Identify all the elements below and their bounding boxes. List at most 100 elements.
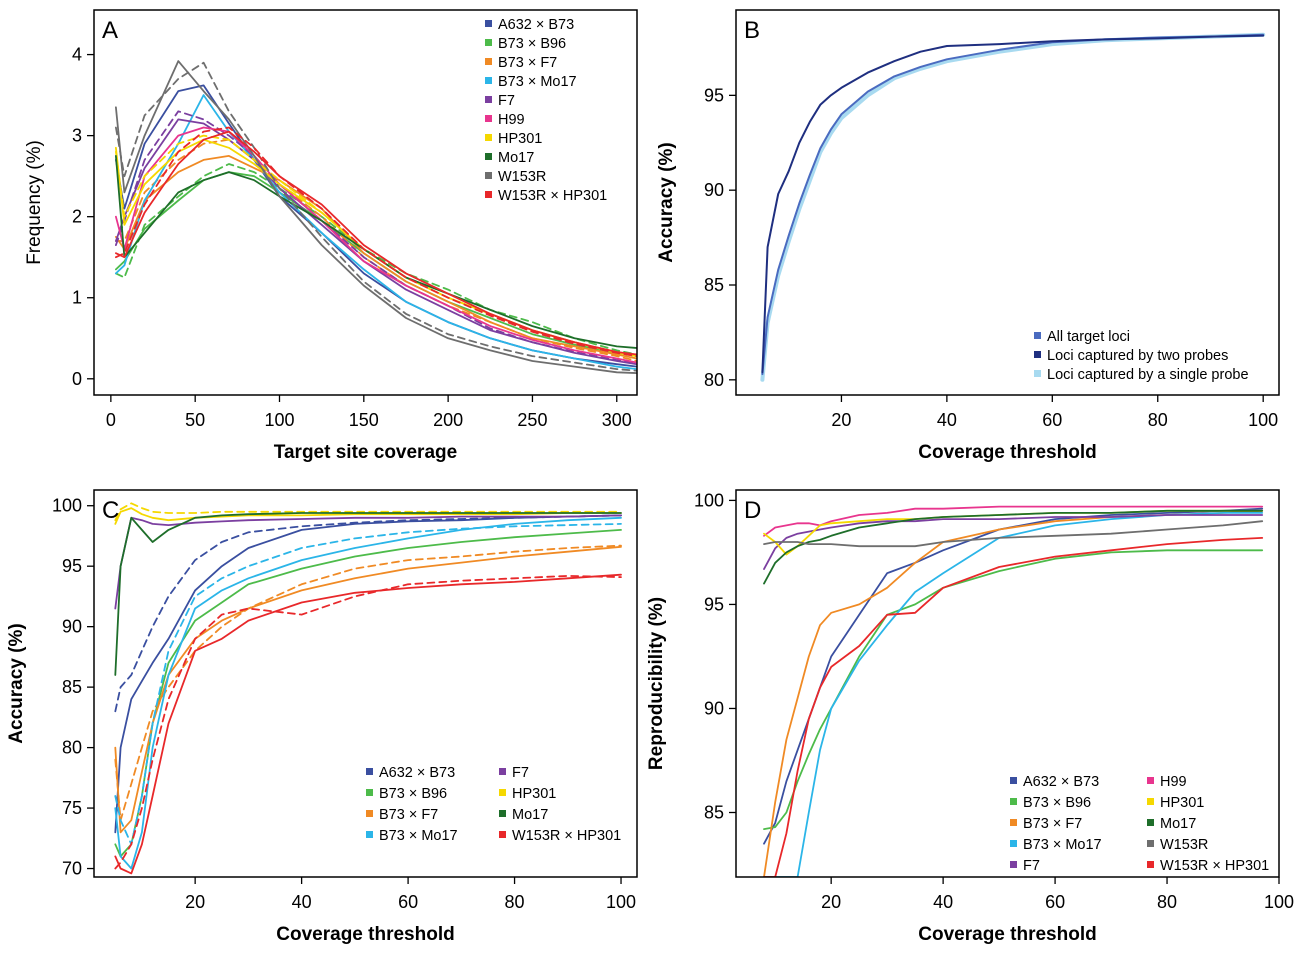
legend-swatch <box>1034 351 1041 358</box>
legend-swatch <box>1147 777 1154 784</box>
panel-A: A 0 50 100 150 200 250 300 0 1 2 3 4 Target site cove… <box>24 9 638 463</box>
legend-label: H99 <box>1160 774 1187 790</box>
legend-label: B73 × B96 <box>379 786 447 802</box>
panel-letter: B <box>744 17 760 44</box>
legend-swatch <box>485 39 492 46</box>
x-tick-label: 20 <box>821 892 841 912</box>
series-line-b73xf7-dashed <box>114 544 622 822</box>
panel-letter: A <box>102 17 118 44</box>
legend-label: All target loci <box>1047 329 1130 345</box>
legend-label: HP301 <box>1160 795 1204 811</box>
legend-label: Loci captured by two probes <box>1047 348 1228 364</box>
y-tick-label: 95 <box>704 85 724 105</box>
legend-swatch <box>1034 370 1041 377</box>
legend-label: B73 × Mo17 <box>1023 837 1102 853</box>
plot-frame <box>735 9 1280 396</box>
series-line-mo17 <box>114 512 622 676</box>
legend-label: F7 <box>1023 858 1040 874</box>
x-tick-label: 40 <box>937 410 957 430</box>
y-tick-label: 85 <box>62 677 82 697</box>
x-axis-title: Target site coverage <box>274 442 457 463</box>
legend-swatch <box>1010 777 1017 784</box>
series-line-w153r <box>115 60 637 374</box>
legend-label: B73 × F7 <box>379 807 438 823</box>
legend-swatch <box>366 789 373 796</box>
series-group <box>760 32 1266 382</box>
x-tick-label: 0 <box>106 410 116 430</box>
series-line-b73xmo17-dashed <box>114 523 622 846</box>
y-tick-label: 90 <box>62 617 82 637</box>
y-tick-label: 85 <box>704 275 724 295</box>
y-tick-label: 70 <box>62 859 82 879</box>
legend-swatch <box>499 810 506 817</box>
y-axis-title: Frequency (%) <box>24 140 45 265</box>
y-axis-title: Accuracy (%) <box>656 142 677 262</box>
series-line-w153rxhp301-dashed <box>114 575 622 870</box>
legend-swatch <box>1010 861 1017 868</box>
series-line-hp301-dashed <box>114 502 622 522</box>
series-line-a632xb73-dashed <box>114 514 622 713</box>
legend-swatch <box>485 153 492 160</box>
series-line-all_loci <box>761 33 1265 376</box>
plot-frame <box>93 9 638 396</box>
legend-label: W153R <box>498 169 546 185</box>
legend-swatch <box>1147 840 1154 847</box>
x-tick-label: 60 <box>398 892 418 912</box>
legend-swatch <box>499 768 506 775</box>
series-line-f7 <box>115 118 637 366</box>
legend-swatch <box>1034 332 1041 339</box>
legend: All target loci Loci captured by two prob… <box>1034 329 1249 383</box>
legend: A632 × B73 B73 × B96 B73 × F7 B73 × Mo17 F7 H… <box>485 17 607 204</box>
y-tick-label: 3 <box>72 126 82 146</box>
legend-label: F7 <box>498 93 515 109</box>
legend-label: H99 <box>498 112 525 128</box>
y-tick-label: 80 <box>62 738 82 758</box>
legend-label: W153R <box>1160 837 1208 853</box>
series-line-f7 <box>763 514 1264 570</box>
y-tick-label: 1 <box>72 288 82 308</box>
legend-swatch <box>485 191 492 198</box>
panel-C: C 20 40 60 80 100 70 75 80 85 90 95 100 Coverage thre… <box>6 489 638 945</box>
y-tick-label: 90 <box>704 180 724 200</box>
x-tick-label: 100 <box>1264 892 1294 912</box>
y-tick-label: 95 <box>62 556 82 576</box>
series-line-w153r-dashed <box>115 61 637 372</box>
x-tick-label: 100 <box>606 892 636 912</box>
x-tick-label: 40 <box>292 892 312 912</box>
x-tick-label: 300 <box>602 410 632 430</box>
series-line-a632xb73 <box>114 514 622 834</box>
legend-label: B73 × B96 <box>498 36 566 52</box>
y-tick-label: 80 <box>704 370 724 390</box>
legend-label: Mo17 <box>498 150 534 166</box>
legend-swatch <box>485 134 492 141</box>
y-tick-label: 100 <box>694 490 724 510</box>
legend-label: A632 × B73 <box>498 17 574 33</box>
legend-swatch <box>499 831 506 838</box>
y-tick-label: 0 <box>72 369 82 389</box>
series-line-two_probes <box>761 34 1265 374</box>
legend-swatch <box>366 810 373 817</box>
y-tick-label: 95 <box>704 594 724 614</box>
series-line-w153rxhp301-dashed <box>115 126 637 357</box>
x-tick-label: 150 <box>349 410 379 430</box>
x-tick-label: 60 <box>1042 410 1062 430</box>
legend-swatch <box>366 768 373 775</box>
legend-swatch <box>366 831 373 838</box>
legend-label: B73 × F7 <box>498 55 557 71</box>
legend-label: Loci captured by a single probe <box>1047 367 1249 383</box>
series-line-mo17 <box>763 509 1264 585</box>
series-line-b73xf7-dashed <box>115 138 637 362</box>
plot-frame <box>735 489 1280 878</box>
series-line-single_probe <box>760 32 1266 382</box>
series-line-w153r <box>763 520 1264 548</box>
legend-swatch <box>1010 840 1017 847</box>
panel-letter: C <box>102 497 119 524</box>
legend-label: B73 × Mo17 <box>379 828 458 844</box>
series-line-w153rxhp301 <box>115 130 637 356</box>
series-line-a632xb73 <box>763 507 1264 845</box>
x-tick-label: 100 <box>264 410 294 430</box>
y-tick-label: 4 <box>72 45 82 65</box>
panel-D: D 20 40 60 80 100 85 90 95 100 Coverage threshold R… <box>646 489 1294 945</box>
legend-swatch <box>1147 798 1154 805</box>
series-line-h99 <box>763 505 1264 537</box>
